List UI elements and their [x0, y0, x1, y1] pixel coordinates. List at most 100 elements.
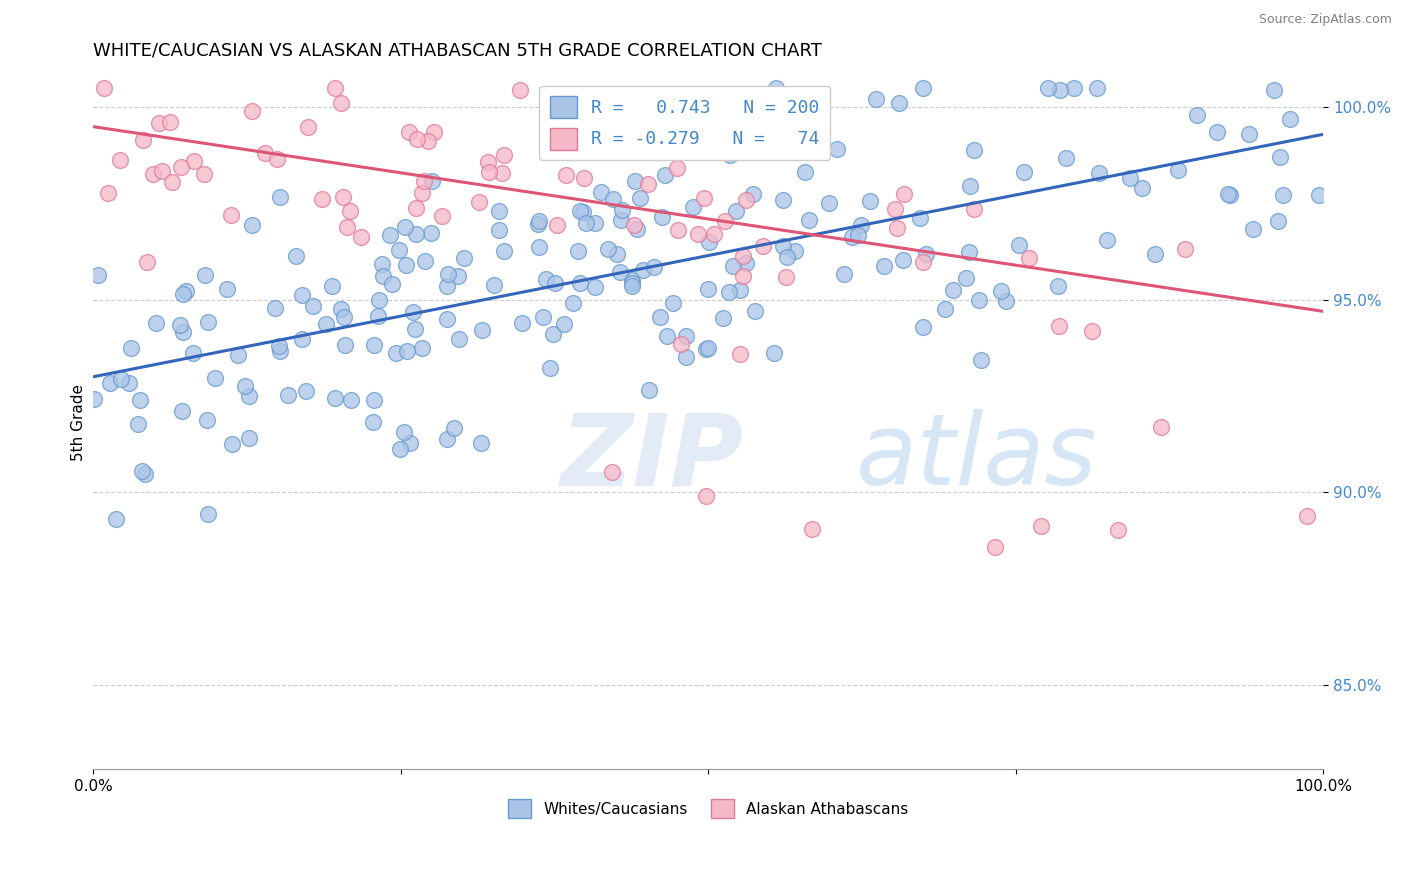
Point — [174, 284, 197, 298]
Point — [1144, 247, 1167, 261]
Point — [568, 276, 591, 290]
Point — [477, 154, 499, 169]
Point — [145, 317, 167, 331]
Point — [1271, 188, 1294, 202]
Point — [610, 213, 633, 227]
Point — [388, 442, 411, 456]
Point — [169, 161, 191, 175]
Point — [686, 227, 709, 241]
Point — [763, 345, 786, 359]
Point — [963, 202, 986, 217]
Point — [394, 219, 416, 234]
Point — [366, 310, 388, 324]
Point — [159, 115, 181, 129]
Point — [1008, 238, 1031, 252]
Point — [423, 125, 446, 139]
Point — [402, 305, 425, 319]
Point — [412, 174, 434, 188]
Point — [697, 342, 720, 356]
Point — [572, 171, 595, 186]
Point — [695, 342, 717, 356]
Point — [172, 287, 194, 301]
Point — [197, 314, 219, 328]
Point — [970, 353, 993, 368]
Point — [893, 252, 915, 267]
Point — [129, 392, 152, 407]
Point — [765, 81, 787, 95]
Point — [657, 328, 679, 343]
Point — [544, 276, 567, 290]
Point — [148, 116, 170, 130]
Point — [675, 350, 697, 364]
Point — [482, 278, 505, 293]
Point — [654, 168, 676, 182]
Point — [1270, 150, 1292, 164]
Point — [142, 167, 165, 181]
Point — [623, 174, 645, 188]
Point — [437, 267, 460, 281]
Point — [942, 283, 965, 297]
Point — [405, 227, 427, 242]
Point — [955, 271, 977, 285]
Point — [886, 220, 908, 235]
Point — [665, 161, 688, 176]
Point — [332, 310, 354, 325]
Point — [1012, 165, 1035, 179]
Point — [575, 216, 598, 230]
Point — [339, 203, 361, 218]
Point — [104, 512, 127, 526]
Point — [731, 268, 754, 283]
Text: atlas: atlas — [856, 409, 1098, 506]
Point — [363, 338, 385, 352]
Point — [626, 222, 648, 236]
Point — [818, 195, 841, 210]
Point — [1174, 242, 1197, 256]
Point — [728, 347, 751, 361]
Point — [1130, 181, 1153, 195]
Point — [908, 211, 931, 225]
Text: WHITE/CAUCASIAN VS ALASKAN ATHABASCAN 5TH GRADE CORRELATION CHART: WHITE/CAUCASIAN VS ALASKAN ATHABASCAN 5T… — [93, 42, 823, 60]
Point — [1081, 324, 1104, 338]
Point — [1118, 171, 1140, 186]
Point — [623, 218, 645, 232]
Point — [1263, 83, 1285, 97]
Point — [388, 244, 411, 258]
Point — [783, 244, 806, 258]
Point — [118, 376, 141, 391]
Point — [323, 81, 346, 95]
Point — [277, 388, 299, 402]
Point — [291, 332, 314, 346]
Point — [1085, 81, 1108, 95]
Point — [609, 265, 631, 279]
Point — [589, 186, 612, 200]
Point — [666, 223, 689, 237]
Point — [238, 431, 260, 445]
Point — [751, 238, 773, 252]
Point — [778, 116, 800, 130]
Point — [703, 227, 725, 241]
Point — [887, 96, 910, 111]
Point — [398, 435, 420, 450]
Point — [135, 255, 157, 269]
Point — [321, 278, 343, 293]
Point — [735, 256, 758, 270]
Point — [841, 230, 863, 244]
Point — [97, 186, 120, 200]
Point — [567, 244, 589, 258]
Point — [724, 204, 747, 219]
Point — [172, 326, 194, 340]
Point — [621, 277, 644, 291]
Point — [675, 329, 697, 343]
Y-axis label: 5th Grade: 5th Grade — [72, 384, 86, 461]
Point — [865, 92, 887, 106]
Point — [488, 223, 510, 237]
Point — [912, 319, 935, 334]
Point — [669, 337, 692, 351]
Point — [1308, 188, 1330, 202]
Point — [413, 253, 436, 268]
Point — [98, 376, 121, 390]
Point — [385, 346, 408, 360]
Point — [406, 132, 429, 146]
Point — [411, 341, 433, 355]
Point — [170, 403, 193, 417]
